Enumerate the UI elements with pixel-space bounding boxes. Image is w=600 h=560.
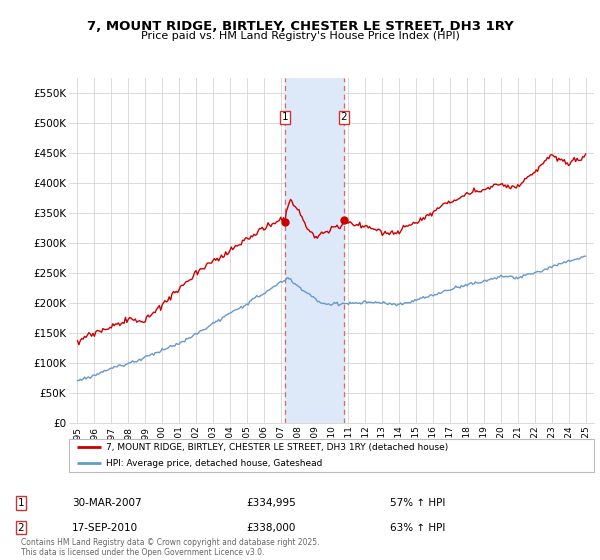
Bar — [285, 78, 344, 423]
Text: 1: 1 — [281, 113, 288, 122]
Text: 17-SEP-2010: 17-SEP-2010 — [72, 522, 138, 533]
FancyBboxPatch shape — [69, 439, 594, 472]
Text: 2: 2 — [340, 113, 347, 122]
Text: 7, MOUNT RIDGE, BIRTLEY, CHESTER LE STREET, DH3 1RY (detached house): 7, MOUNT RIDGE, BIRTLEY, CHESTER LE STRE… — [106, 442, 448, 452]
Text: 2: 2 — [17, 522, 25, 533]
Text: £334,995: £334,995 — [246, 498, 296, 508]
Text: 7, MOUNT RIDGE, BIRTLEY, CHESTER LE STREET, DH3 1RY: 7, MOUNT RIDGE, BIRTLEY, CHESTER LE STRE… — [86, 20, 514, 32]
Text: 57% ↑ HPI: 57% ↑ HPI — [390, 498, 445, 508]
Text: £338,000: £338,000 — [246, 522, 295, 533]
Text: Contains HM Land Registry data © Crown copyright and database right 2025.
This d: Contains HM Land Registry data © Crown c… — [21, 538, 320, 557]
Text: 63% ↑ HPI: 63% ↑ HPI — [390, 522, 445, 533]
Text: Price paid vs. HM Land Registry's House Price Index (HPI): Price paid vs. HM Land Registry's House … — [140, 31, 460, 41]
Text: HPI: Average price, detached house, Gateshead: HPI: Average price, detached house, Gate… — [106, 459, 322, 468]
Text: 1: 1 — [17, 498, 25, 508]
Text: 30-MAR-2007: 30-MAR-2007 — [72, 498, 142, 508]
